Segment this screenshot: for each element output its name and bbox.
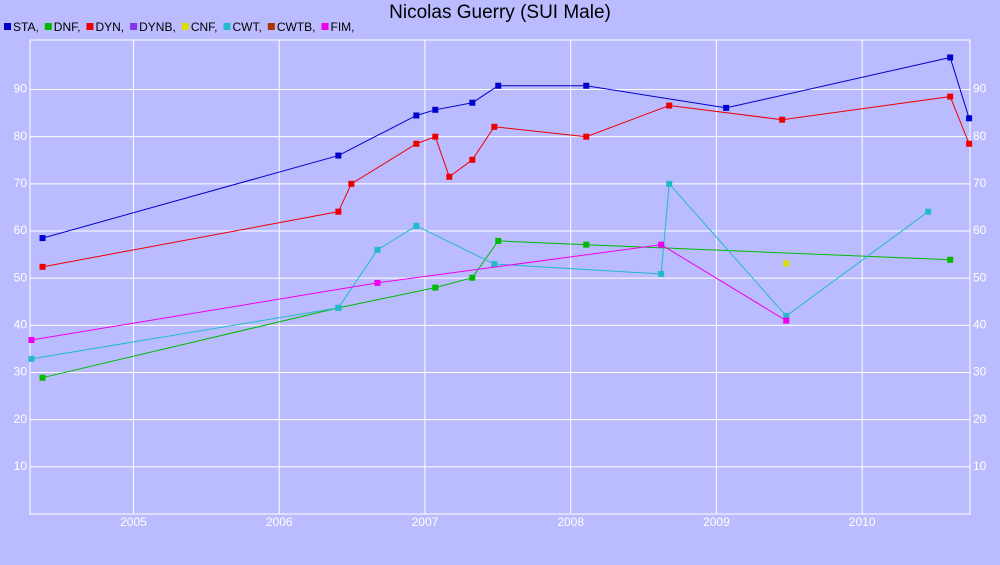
y-tick-label: 50 xyxy=(14,270,28,284)
x-tick-label: 2008 xyxy=(557,515,584,529)
point xyxy=(947,93,954,100)
series-line xyxy=(31,244,787,341)
point xyxy=(469,99,476,106)
point xyxy=(723,104,730,111)
point xyxy=(39,263,46,270)
legend-label: CWT, xyxy=(232,20,261,34)
point xyxy=(39,374,46,381)
y-tick-label: 20 xyxy=(14,412,28,426)
point xyxy=(335,152,342,159)
y2-tick-label: 20 xyxy=(973,412,987,426)
y2-tick-label: 70 xyxy=(973,176,987,190)
y2-tick-label: 50 xyxy=(973,270,987,284)
point xyxy=(783,260,790,267)
point xyxy=(947,54,954,61)
point xyxy=(432,284,439,291)
legend-label: FIM, xyxy=(330,20,354,34)
y-tick-label: 40 xyxy=(14,318,28,332)
point xyxy=(335,304,342,311)
point xyxy=(666,180,673,187)
point xyxy=(583,133,590,140)
legend-label: DYNB, xyxy=(139,20,176,34)
y-tick-label: 30 xyxy=(14,365,28,379)
y-tick-label: 10 xyxy=(14,459,28,473)
point xyxy=(583,82,590,89)
point xyxy=(432,106,439,113)
point xyxy=(28,355,35,362)
point xyxy=(925,208,932,215)
point xyxy=(374,246,381,253)
plot-area xyxy=(29,39,971,515)
x-tick-label: 2005 xyxy=(120,515,147,529)
series-line xyxy=(42,56,970,239)
point xyxy=(413,222,420,229)
point xyxy=(335,208,342,215)
legend-swatch xyxy=(267,23,275,30)
point xyxy=(491,123,498,130)
point xyxy=(469,274,476,281)
point xyxy=(783,317,790,324)
point xyxy=(348,180,355,187)
y-tick-label: 60 xyxy=(14,223,28,237)
point xyxy=(39,235,46,242)
point xyxy=(947,256,954,263)
x-tick-label: 2010 xyxy=(849,515,876,529)
y2-tick-label: 10 xyxy=(973,459,987,473)
chart-title: Nicolas Guerry (SUI Male) xyxy=(389,2,611,23)
y2-tick-label: 90 xyxy=(973,82,987,96)
point xyxy=(666,102,673,109)
point xyxy=(491,261,498,268)
point xyxy=(495,82,502,89)
point xyxy=(28,336,35,343)
legend-label: CNF, xyxy=(191,20,218,34)
point xyxy=(658,241,665,248)
point xyxy=(966,140,973,147)
legend-label: STA, xyxy=(13,20,39,34)
legend-swatch xyxy=(4,23,11,30)
y2-tick-label: 40 xyxy=(973,318,987,332)
legend-swatch xyxy=(223,23,231,30)
x-tick-label: 2006 xyxy=(266,515,293,529)
y2-tick-label: 30 xyxy=(973,365,987,379)
point xyxy=(783,312,790,319)
legend-label: CWTB, xyxy=(277,20,316,34)
legend-swatch xyxy=(86,23,94,30)
y2-tick-label: 60 xyxy=(973,223,987,237)
legend-swatch xyxy=(321,23,329,30)
point xyxy=(413,112,420,119)
legend-swatch xyxy=(181,23,189,30)
point xyxy=(374,279,381,286)
x-tick-label: 2009 xyxy=(703,515,730,529)
point xyxy=(413,140,420,147)
point xyxy=(966,115,973,122)
point xyxy=(495,237,502,244)
y-tick-label: 80 xyxy=(14,129,28,143)
legend-swatch xyxy=(130,23,138,30)
point xyxy=(658,270,665,277)
point xyxy=(432,133,439,140)
x-tick-label: 2007 xyxy=(412,515,439,529)
point xyxy=(779,116,786,123)
legend-label: DNF, xyxy=(54,20,81,34)
y-tick-label: 90 xyxy=(14,82,28,96)
legend-swatch xyxy=(44,23,52,30)
point xyxy=(446,173,453,180)
point xyxy=(583,241,590,248)
point xyxy=(469,156,476,163)
y-tick-label: 70 xyxy=(14,176,28,190)
legend-label: DYN, xyxy=(95,20,124,34)
y2-tick-label: 80 xyxy=(973,129,987,143)
